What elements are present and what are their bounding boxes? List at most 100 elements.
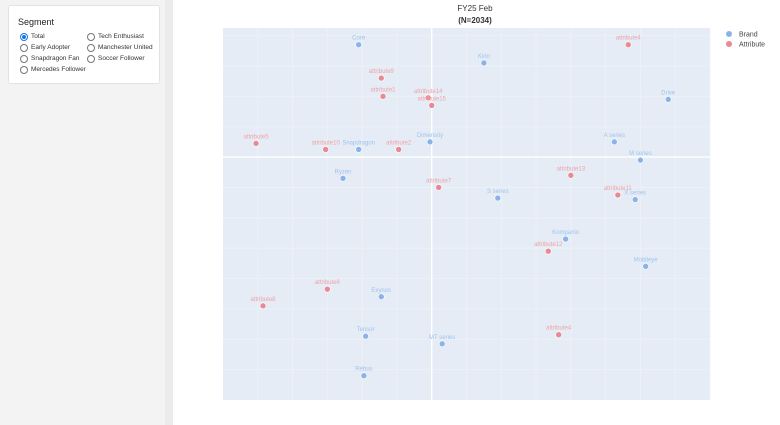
radio-icon[interactable] [87, 43, 95, 52]
plot-area: Core Kirin Drive Dimensity Snapdragon A serie… [223, 28, 711, 400]
data-label: attribute8 [250, 297, 276, 303]
segment-option-snapdragon-fan[interactable]: Snapdragon Fan [20, 53, 79, 64]
data-label: Mobileye [634, 257, 659, 263]
radio-icon[interactable] [20, 54, 28, 63]
segment-option-manchester-united[interactable]: Manchester United [87, 42, 153, 53]
data-point [637, 156, 644, 164]
data-label: X series [624, 191, 646, 197]
data-label: attribute14 [414, 89, 443, 95]
data-label: attribute4 [546, 326, 572, 332]
radio-icon[interactable] [20, 43, 28, 52]
data-point [324, 285, 331, 293]
data-point [642, 263, 649, 270]
data-point [426, 138, 434, 146]
segment-option-early-adopter[interactable]: Early Adopter [20, 42, 70, 53]
data-label: attribute1 [370, 87, 396, 93]
data-point [252, 140, 260, 147]
data-point [377, 74, 385, 82]
data-point [435, 184, 442, 191]
data-label: attribute13 [557, 166, 586, 172]
segment-option-label: Manchester United [98, 44, 153, 51]
data-label: Snapdragon [342, 140, 375, 146]
segment-filter-panel: Segment Total Tech Enthusiast Early Adop… [8, 5, 160, 84]
legend: Brand Attribute [726, 31, 765, 49]
data-point [360, 372, 368, 380]
data-label: attribute11 [604, 186, 633, 192]
data-label: attribute12 [534, 242, 563, 248]
data-point [614, 191, 622, 199]
data-point [631, 196, 639, 203]
radio-icon[interactable] [87, 54, 95, 63]
data-point [562, 235, 569, 243]
data-label: attribute5 [244, 134, 270, 140]
data-label: MT series [429, 335, 455, 341]
segment-option-label: Tech Enthusiast [98, 33, 144, 40]
data-point [424, 94, 432, 102]
data-label: Drive [661, 90, 676, 96]
data-label: attribute9 [369, 69, 395, 75]
legend-label: Attribute [739, 42, 765, 49]
segment-option-label: Snapdragon Fan [31, 55, 80, 62]
data-label: Rebus [355, 367, 372, 373]
data-label: Ryzen [335, 169, 352, 175]
data-label: Tensor [357, 327, 375, 333]
segment-option-total[interactable]: Total [20, 31, 45, 42]
segment-title: Segment [18, 17, 55, 27]
data-point [664, 96, 672, 103]
segment-option-tech-enthusiast[interactable]: Tech Enthusiast [87, 31, 144, 42]
data-label: A series [604, 133, 625, 139]
data-label: attribute10 [311, 140, 340, 146]
data-point [355, 41, 362, 49]
data-label: Core [352, 36, 366, 42]
data-point [555, 331, 562, 339]
chart-subtitle: (N=2034) [458, 16, 492, 25]
data-label: Exynos [371, 288, 391, 294]
scatter-chart: FY25 Feb (N=2034) Core Kirin Drive Dimensit… [223, 4, 765, 400]
gridlines [223, 28, 711, 400]
segment-option-soccer-follower[interactable]: Soccer Follower [87, 53, 145, 64]
data-point [379, 93, 387, 100]
data-point [494, 194, 502, 202]
data-point [428, 102, 436, 109]
data-point [624, 41, 632, 49]
segment-option-mercedes-follower[interactable]: Mercedes Follower [20, 64, 86, 75]
data-point [339, 175, 347, 182]
data-label: attribute15 [418, 96, 447, 102]
radio-icon[interactable] [20, 65, 28, 74]
legend-marker [726, 31, 732, 37]
data-point [480, 59, 488, 67]
data-label: attribute7 [426, 178, 452, 184]
radio-selected-icon[interactable] [20, 32, 28, 41]
panel-divider [165, 0, 173, 425]
data-label: M series [629, 151, 652, 157]
legend-label: Brand [739, 32, 758, 39]
legend-marker [726, 41, 732, 47]
segment-option-label: Soccer Follower [98, 55, 145, 62]
data-label: Dimensity [417, 133, 443, 139]
data-point [355, 146, 362, 153]
data-label: S series [487, 189, 509, 195]
data-label: attribute6 [315, 280, 341, 286]
chart-card: FY25 Feb (N=2034) Core Kirin Drive Dimensit… [173, 0, 780, 425]
data-point [322, 146, 329, 153]
series-brand: Core Kirin Drive Dimensity Snapdragon A serie… [335, 36, 676, 380]
segment-option-label: Total [31, 33, 45, 40]
segment-option-label: Early Adopter [31, 44, 71, 51]
data-point [438, 340, 446, 348]
data-point [567, 171, 575, 179]
data-label: attribute2 [386, 140, 412, 146]
left-panel: Segment Total Tech Enthusiast Early Adop… [0, 0, 165, 425]
radio-icon[interactable] [87, 32, 95, 41]
segment-option-label: Mercedes Follower [31, 66, 86, 73]
data-label: attribute4 [616, 36, 642, 42]
data-label: Kirin [478, 54, 490, 60]
chart-title: FY25 Feb [457, 4, 493, 13]
data-point [611, 138, 618, 146]
series-attribute: attribute4 attribute9 attribute1 attribute1… [244, 36, 642, 339]
data-point [395, 146, 402, 153]
data-point [544, 247, 552, 255]
data-point [377, 293, 385, 301]
data-point [362, 332, 369, 340]
data-label: Kompanio [552, 230, 580, 236]
data-point [259, 302, 267, 310]
